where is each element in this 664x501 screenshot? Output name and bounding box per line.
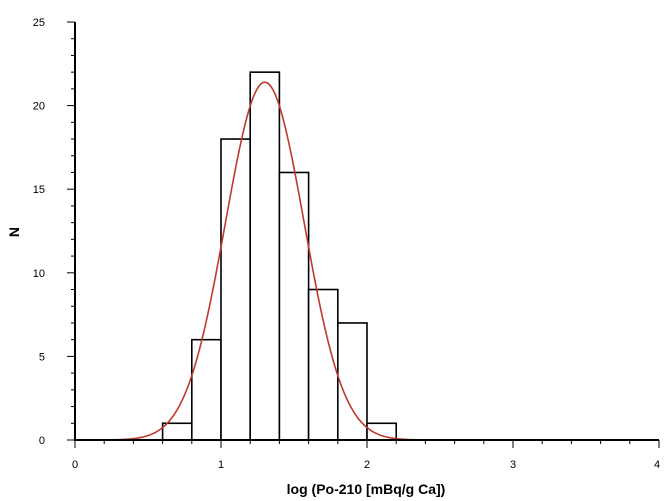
y-tick-label: 25 bbox=[33, 17, 45, 29]
x-axis-ticks: 0 1 2 3 4 bbox=[72, 440, 660, 471]
histogram-bar bbox=[191, 338, 222, 441]
y-tick-label: 5 bbox=[39, 351, 45, 363]
histogram-bar bbox=[249, 71, 281, 441]
histogram-bar bbox=[307, 288, 339, 441]
histogram-bar bbox=[161, 422, 193, 441]
y-tick-label: 20 bbox=[33, 101, 45, 113]
histogram-bar bbox=[220, 138, 252, 441]
x-tick-label: 4 bbox=[654, 459, 660, 471]
x-axis-title: log (Po-210 [mBq/g Ca]) bbox=[287, 481, 446, 497]
y-tick-label: 0 bbox=[39, 435, 45, 447]
y-tick-label: 10 bbox=[33, 268, 45, 280]
histogram-bar bbox=[278, 171, 310, 441]
x-tick-label: 3 bbox=[510, 459, 516, 471]
bars-layer bbox=[161, 71, 398, 441]
x-tick-label: 0 bbox=[72, 459, 78, 471]
y-axis-ticks: 0 5 10 15 20 25 bbox=[33, 17, 75, 447]
gaussian-fit-curve bbox=[86, 81, 659, 441]
histogram-bar bbox=[336, 322, 368, 441]
y-axis-title: N bbox=[6, 227, 22, 237]
x-tick-label: 1 bbox=[218, 459, 224, 471]
x-tick-label: 2 bbox=[364, 459, 370, 471]
y-tick-label: 15 bbox=[33, 184, 45, 196]
